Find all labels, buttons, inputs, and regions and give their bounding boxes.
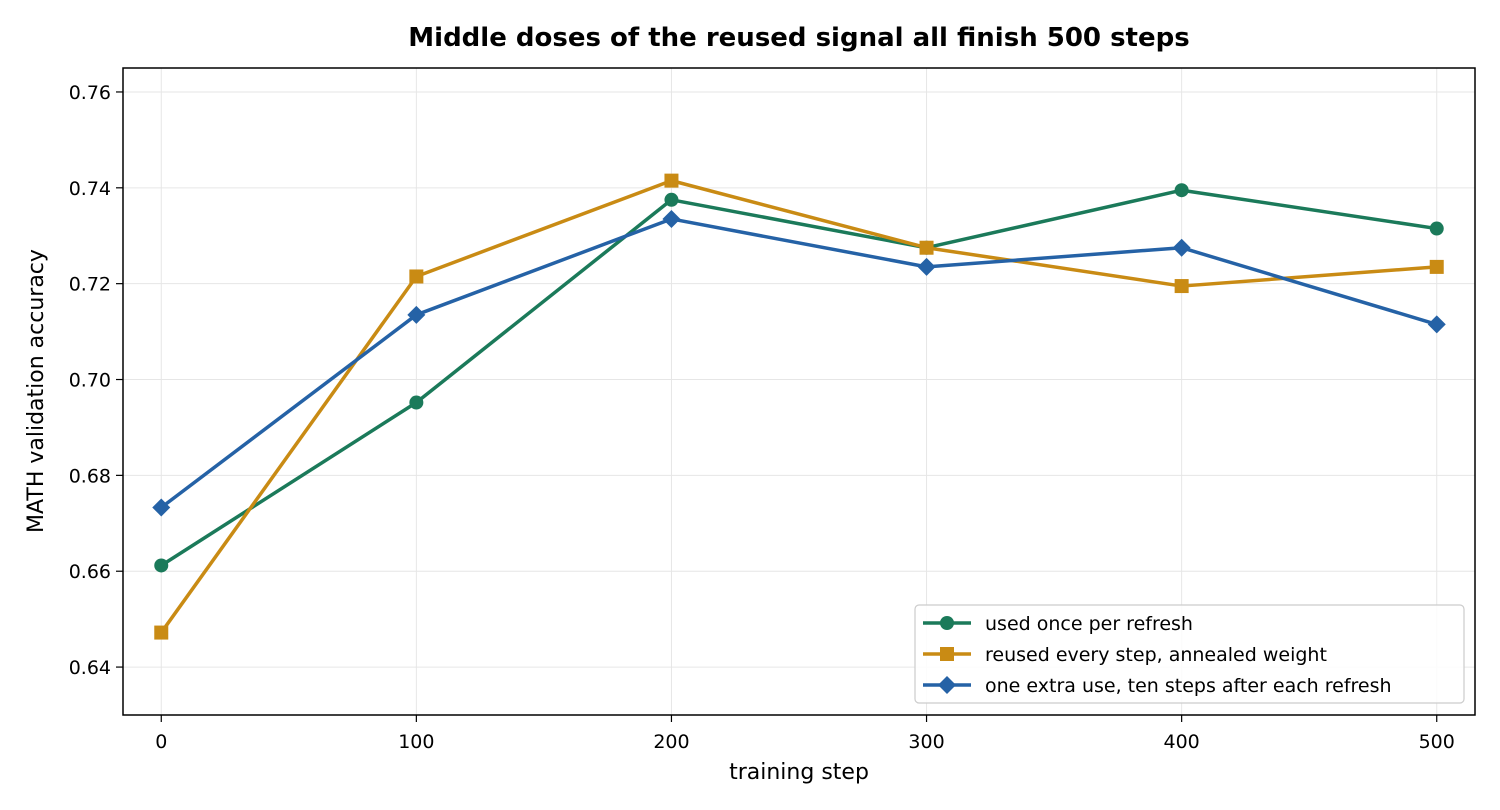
- x-tick-label: 200: [653, 731, 689, 753]
- data-point: [407, 305, 426, 324]
- data-point: [1429, 259, 1444, 274]
- series-line: [160, 217, 1438, 509]
- axis-ticks: 0 100 200 300 400 500 0.64 0.66 0.68 0.70 0.72 0.74…: [69, 82, 1455, 753]
- x-tick-label: 500: [1419, 731, 1455, 753]
- data-point: [1427, 315, 1446, 334]
- legend-entry: one extra use, ten steps after each refr…: [923, 675, 1392, 697]
- data-point: [662, 209, 681, 228]
- chart-title: Middle doses of the reused signal all fi…: [408, 23, 1189, 53]
- x-axis-label: training step: [729, 760, 869, 785]
- legend-marker: [940, 616, 954, 630]
- legend-marker: [938, 676, 956, 694]
- series-lines: [152, 173, 1446, 640]
- y-tick-label: 0.68: [69, 465, 111, 487]
- y-tick-label: 0.66: [69, 561, 111, 583]
- y-tick-label: 0.70: [69, 370, 111, 392]
- data-point: [917, 257, 936, 276]
- data-point: [154, 625, 169, 640]
- legend-entry: reused every step, annealed weight: [923, 644, 1327, 666]
- y-tick-label: 0.74: [69, 178, 111, 200]
- data-point: [1174, 279, 1189, 294]
- y-axis-label: MATH validation accuracy: [24, 249, 49, 533]
- series-line: [159, 178, 1437, 634]
- data-point: [1172, 238, 1191, 257]
- series-3: [152, 209, 1446, 517]
- data-point: [409, 395, 424, 410]
- legend-marker: [940, 647, 954, 661]
- data-point: [1429, 221, 1444, 236]
- legend: used once per refresh reused every step, …: [914, 604, 1465, 704]
- data-point: [409, 269, 424, 284]
- grid-lines: [123, 68, 1475, 715]
- x-tick-label: 400: [1164, 731, 1200, 753]
- legend-entry: used once per refresh: [923, 613, 1193, 635]
- y-tick-label: 0.76: [69, 82, 111, 104]
- y-tick-label: 0.72: [69, 274, 111, 296]
- legend-box: [914, 604, 1465, 704]
- data-point: [664, 173, 679, 188]
- y-tick-label: 0.64: [69, 657, 111, 679]
- series-2: [154, 173, 1444, 640]
- x-tick-label: 0: [155, 731, 167, 753]
- data-point: [152, 498, 171, 517]
- series-line: [160, 188, 1437, 567]
- data-point: [664, 192, 679, 207]
- legend-label: reused every step, annealed weight: [985, 644, 1327, 666]
- plot-frame: [122, 67, 1476, 716]
- legend-label: one extra use, ten steps after each refr…: [985, 675, 1392, 697]
- legend-label: used once per refresh: [985, 613, 1193, 635]
- x-tick-label: 300: [908, 731, 944, 753]
- data-point: [919, 240, 934, 255]
- x-tick-label: 100: [398, 731, 434, 753]
- data-point: [154, 558, 169, 573]
- data-point: [1174, 183, 1189, 198]
